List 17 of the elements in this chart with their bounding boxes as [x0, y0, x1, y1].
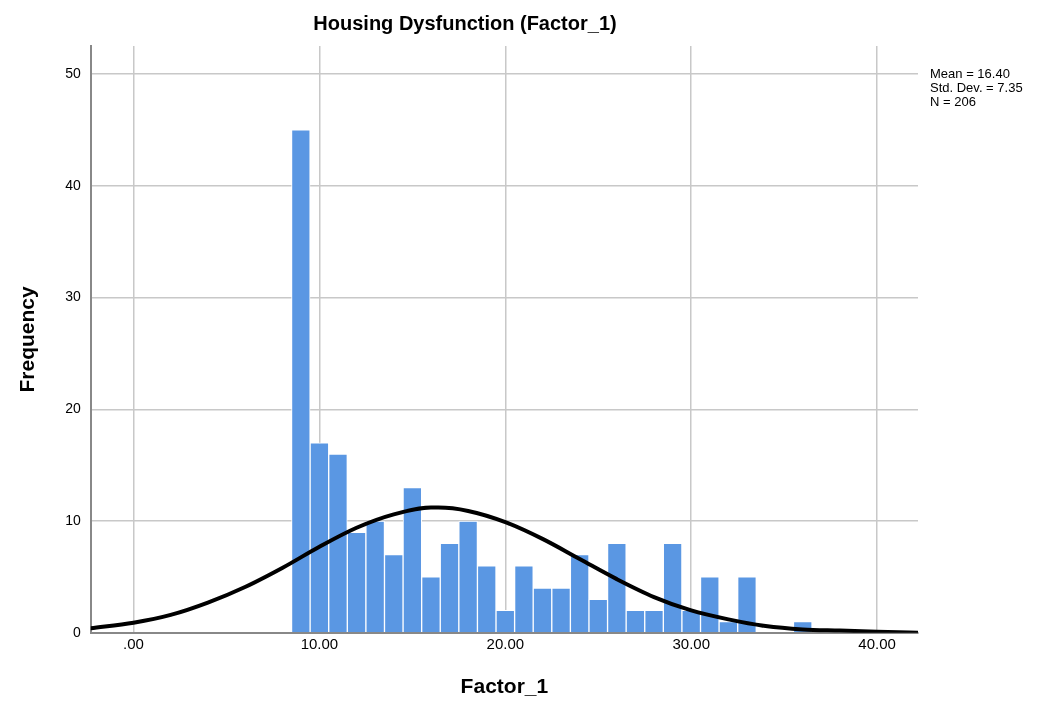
x-axis-title: Factor_1: [460, 674, 549, 698]
y-tick-label: 50: [65, 64, 81, 81]
y-tick-label: 40: [65, 176, 81, 193]
y-tick-label: 0: [72, 623, 81, 640]
y-axis-title: Frequency: [15, 285, 39, 393]
x-tick-label: 30.00: [672, 634, 710, 652]
text: Mean = 16.40: [930, 66, 1010, 82]
y-tick-label: 10: [65, 511, 81, 528]
text: N = 206: [930, 94, 976, 110]
y-tick-label: 30: [65, 288, 81, 305]
chart-title: Housing Dysfunction (Factor_1): [313, 11, 617, 34]
x-tick-label: .00: [123, 634, 144, 652]
x-tick-label: 10.00: [300, 634, 339, 652]
text: Std. Dev. = 7.35: [930, 80, 1023, 96]
y-tick-label: 20: [65, 400, 81, 417]
x-tick-label: 40.00: [858, 634, 896, 652]
x-tick-label: 20.00: [486, 634, 525, 652]
